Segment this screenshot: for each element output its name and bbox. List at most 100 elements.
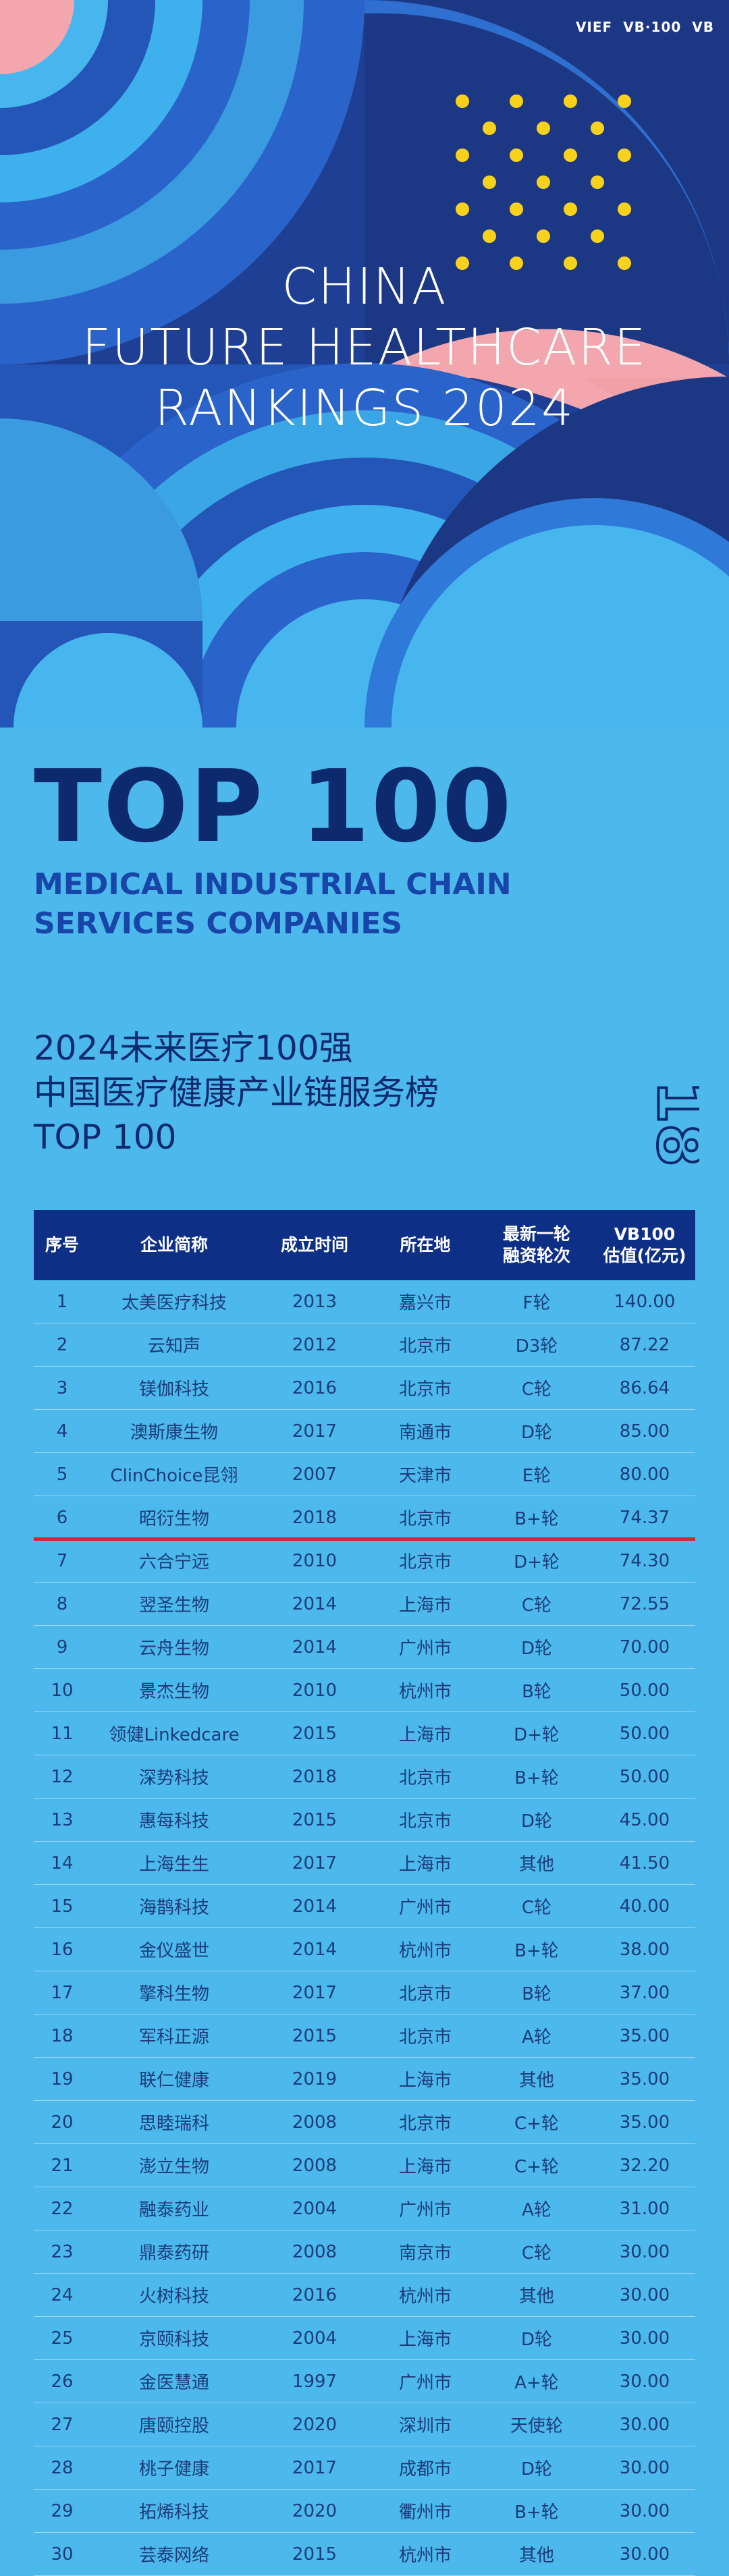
- cell-col-location: 成都市: [398, 2459, 452, 2479]
- table-row: 9 云舟生物 2014 广州市 D轮 70.00: [34, 1626, 695, 1669]
- cell-col-founded: 2017: [292, 1421, 338, 1442]
- cell-col-rank: 25: [51, 2328, 74, 2349]
- cell-col-company: 领健Linkedcare: [109, 1725, 240, 1745]
- cell-col-round: D3轮: [515, 1336, 558, 1356]
- table-row: 17 擎科生物 2017 北京市 B轮 37.00: [34, 1971, 695, 2015]
- cell-col-location: 衢州市: [398, 2502, 452, 2523]
- cell-col-company: 唐颐控股: [138, 2416, 209, 2436]
- cell-col-company: 拓烯科技: [138, 2502, 209, 2523]
- cell-col-valuation: 30.00: [619, 2241, 670, 2262]
- cell-col-founded: 2008: [292, 2155, 338, 2176]
- cell-col-location: 上海市: [398, 1855, 452, 1875]
- table-row: 18 军科正源 2015 北京市 A轮 35.00: [34, 2015, 695, 2058]
- cell-col-company: 昭衍生物: [138, 1509, 209, 1529]
- cell-col-valuation: 37.00: [619, 1982, 670, 2003]
- cell-col-location: 上海市: [398, 2071, 452, 2091]
- cell-col-company: 火树科技: [138, 2286, 209, 2307]
- vb100-logo: VB·100: [623, 19, 682, 35]
- table-row: 2 云知声 2012 北京市 D3轮 87.22: [34, 1323, 695, 1367]
- cell-col-round: C+轮: [514, 2157, 559, 2177]
- cell-col-company: 惠每科技: [138, 1811, 209, 1832]
- cell-col-location: 上海市: [398, 1595, 452, 1616]
- table-row: 11 领健Linkedcare 2015 上海市 D+轮 50.00: [34, 1712, 695, 1755]
- header-col-rank: 序号: [45, 1235, 79, 1255]
- cell-col-rank: 15: [51, 1896, 74, 1917]
- cell-col-company: 太美医疗科技: [121, 1293, 227, 1313]
- hero-title-line-2: FUTURE HEALTHCARE: [82, 319, 647, 377]
- cell-col-founded: 2008: [292, 2112, 338, 2133]
- cell-col-founded: 2020: [292, 2500, 338, 2521]
- side-mark-text: 18: [652, 1080, 699, 1167]
- hero-title-line-3: RANKINGS 2024: [154, 379, 575, 437]
- table-row: 6 昭衍生物 2018 北京市 B+轮 74.37: [34, 1496, 695, 1541]
- table-header: 序号 企业简称 成立时间 所在地 最新一轮 融资轮次 VB100 估值(亿元): [34, 1210, 695, 1280]
- cell-col-location: 广州市: [398, 2200, 452, 2220]
- table-row: 15 海鹊科技 2014 广州市 C轮 40.00: [34, 1885, 695, 1928]
- cell-col-valuation: 30.00: [619, 2328, 670, 2349]
- cell-col-rank: 2: [56, 1334, 68, 1355]
- cell-col-location: 杭州市: [398, 2286, 452, 2307]
- cell-col-valuation: 30.00: [619, 2500, 670, 2521]
- cell-col-company: 金仪盛世: [138, 1941, 209, 1961]
- cell-col-round: 其他: [518, 2546, 554, 2566]
- cell-col-location: 上海市: [398, 2330, 452, 2350]
- cell-col-rank: 27: [51, 2414, 74, 2435]
- header-col-company: 企业简称: [140, 1235, 208, 1255]
- cell-col-rank: 13: [51, 1809, 74, 1830]
- table-row: 1 太美医疗科技 2013 嘉兴市 F轮 140.00: [34, 1280, 695, 1323]
- cell-col-founded: 2007: [292, 1464, 338, 1485]
- cell-col-location: 北京市: [398, 2027, 452, 2048]
- cell-col-rank: 18: [51, 2025, 74, 2046]
- table-body: 1 太美医疗科技 2013 嘉兴市 F轮 140.00 2 云知声 2012 北京市 D3轮 87.2…: [34, 1280, 695, 2576]
- cell-col-round: A+轮: [514, 2373, 559, 2393]
- top100-title: TOP 100: [34, 748, 513, 865]
- cell-col-round: B轮: [522, 1682, 551, 1702]
- cell-col-company: 擎科生物: [138, 1984, 209, 2004]
- cell-col-valuation: 50.00: [619, 1766, 670, 1787]
- cell-col-rank: 19: [51, 2068, 74, 2089]
- cell-col-rank: 9: [56, 1637, 68, 1657]
- subtitle-line-1: MEDICAL INDUSTRIAL CHAIN: [34, 867, 512, 902]
- cell-col-round: 其他: [518, 1855, 554, 1875]
- cell-col-company: 融泰药业: [138, 2200, 209, 2220]
- cell-col-round: 天使轮: [510, 2416, 563, 2436]
- cell-col-founded: 2016: [292, 1377, 338, 1398]
- cell-col-location: 北京市: [398, 1336, 452, 1356]
- table-row: 19 联仁健康 2019 上海市 其他 35.00: [34, 2058, 695, 2101]
- cell-col-valuation: 80.00: [619, 1464, 670, 1485]
- category-subtitle: MEDICAL INDUSTRIAL CHAIN SERVICES COMPAN…: [34, 865, 513, 943]
- table-row: 3 镁伽科技 2016 北京市 C轮 86.64: [34, 1367, 695, 1410]
- cell-col-valuation: 140.00: [614, 1291, 676, 1312]
- cell-col-rank: 20: [51, 2112, 74, 2133]
- table-row: 10 景杰生物 2010 杭州市 B轮 50.00: [34, 1669, 695, 1712]
- cell-col-founded: 2008: [292, 2241, 338, 2262]
- cell-col-valuation: 72.55: [619, 1593, 670, 1614]
- table-row: 29 拓烯科技 2020 衢州市 B+轮 30.00: [34, 2490, 695, 2533]
- cell-col-valuation: 45.00: [619, 1809, 670, 1830]
- cell-col-founded: 2004: [292, 2328, 338, 2349]
- cell-col-company: 六合宁远: [138, 1552, 209, 1572]
- cell-col-round: C+轮: [514, 2114, 559, 2134]
- cell-col-round: B+轮: [514, 1768, 559, 1788]
- cell-col-location: 嘉兴市: [398, 1293, 452, 1313]
- cell-col-location: 深圳市: [398, 2416, 452, 2436]
- cell-col-round: F轮: [522, 1293, 551, 1313]
- cell-col-founded: 2015: [292, 1723, 338, 1744]
- cell-col-round: C轮: [521, 2243, 552, 2264]
- cell-col-valuation: 30.00: [619, 2544, 670, 2565]
- cell-col-location: 上海市: [398, 1725, 452, 1745]
- vb-logo: VB: [692, 19, 714, 35]
- cell-col-location: 南通市: [398, 1423, 452, 1443]
- cell-col-rank: 24: [51, 2284, 74, 2305]
- cell-col-round: D轮: [520, 2459, 553, 2479]
- cell-col-valuation: 30.00: [619, 2457, 670, 2478]
- cell-col-round: B+轮: [514, 2502, 559, 2523]
- table-row: 23 鼎泰药研 2008 南京市 C轮 30.00: [34, 2230, 695, 2274]
- cell-col-valuation: 50.00: [619, 1723, 670, 1744]
- cell-col-valuation: 32.20: [619, 2155, 670, 2176]
- cell-col-founded: 2019: [292, 2068, 338, 2089]
- cell-col-round: D轮: [520, 2330, 553, 2350]
- cell-col-valuation: 38.00: [619, 1939, 670, 1960]
- table-row: 22 融泰药业 2004 广州市 A轮 31.00: [34, 2187, 695, 2230]
- table-row: 25 京颐科技 2004 上海市 D轮 30.00: [34, 2317, 695, 2360]
